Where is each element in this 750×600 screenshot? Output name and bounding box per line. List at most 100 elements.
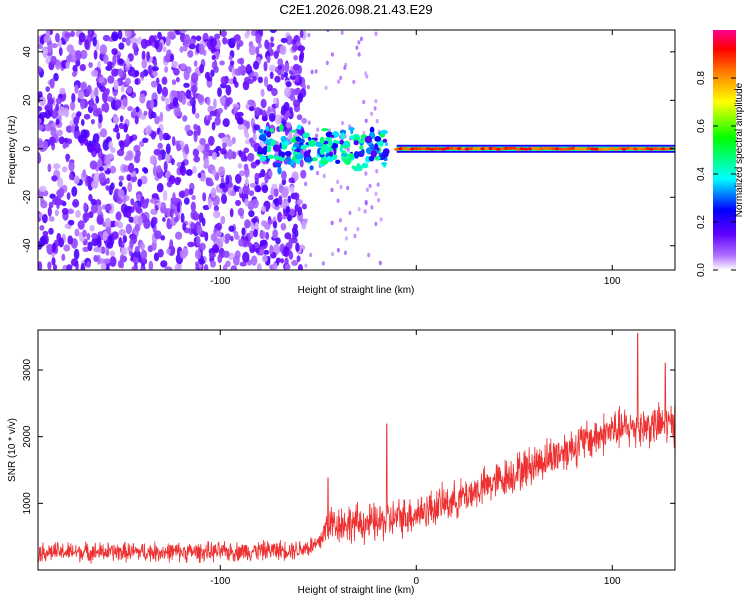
spectrogram-cell [374,191,378,197]
spectrogram-cell [174,176,181,186]
spectrogram-cell [261,115,268,122]
spectrogram-cell [252,75,257,82]
snr-x-tick-label: 0 [413,576,419,587]
spectrogram-cell [108,141,113,150]
spectrogram-cell [74,84,79,94]
spectrogram-cell [135,106,140,113]
spectrogram-cell [364,135,373,144]
spectrogram-cell [284,86,291,98]
spectrogram-cell [148,260,154,270]
spectrogram-cell [641,147,647,151]
spectrogram-cell [128,162,135,173]
spectrogram-cell [137,215,143,226]
spectrogram-cell [100,246,106,254]
spectrogram-cell [292,192,300,200]
spectrogram-cell [80,82,86,91]
spectrogram-cell [157,153,163,161]
spectrogram-cell [114,99,122,109]
spectrogram-cell [194,249,202,260]
spectrogram-cell [230,235,234,242]
spectrogram-cell [64,107,69,118]
spectrogram-cell [344,236,348,241]
spectrogram-cell [216,112,221,119]
spectrogram-cell [296,199,303,205]
spectrogram-cell [90,198,97,206]
spectrogram-cell [215,145,222,152]
spectrogram-cell [330,143,339,149]
spectrogram-y-tick-label: -40 [22,238,33,253]
spectrogram-cell [135,150,141,158]
spectrogram-cell [77,90,85,100]
spectrogram-cell [82,169,87,178]
spectrogram-cell [93,172,101,183]
spectrogram-cell [272,262,278,270]
spectrogram-cell [237,124,245,130]
spectrogram-cell [113,79,119,91]
spectrogram-cell [578,147,584,151]
spectrogram-cell [293,63,300,71]
spectrogram-cell [280,109,286,116]
spectrogram-cell [106,96,114,102]
spectrogram-cell [288,131,293,141]
spectrogram-cell [342,142,350,146]
spectrogram-cell [165,170,171,178]
spectrogram-cell [164,66,169,73]
spectrogram-cell [255,159,261,165]
spectrogram-cell [341,120,344,126]
spectrogram-cell [527,147,533,151]
snr-y-ticks: 1000 2000 3000 [22,358,675,514]
spectrogram-cell [304,218,308,223]
spectrogram-cell [539,147,545,151]
spectrogram-cell [221,193,227,205]
spectrogram-cell [124,30,132,38]
spectrogram-cell [46,102,53,111]
spectrogram-cell [270,139,276,147]
spectrogram-cell [80,98,85,110]
spectrogram-cell [220,30,228,37]
spectrogram-cell [191,194,196,201]
spectrogram-cell [58,237,64,248]
spectrogram-cell [558,147,564,151]
spectrogram-cell [295,159,301,165]
spectrogram-cell [340,132,345,140]
spectrogram-cell [601,147,608,151]
spectrogram-cell [220,83,227,89]
spectrogram-cell [492,146,498,151]
spectrogram-cell [51,242,56,253]
spectrogram-cell [248,45,257,56]
spectrogram-y-tick-label: 20 [22,94,33,106]
spectrogram-cell [65,153,70,163]
spectrogram-cell [503,146,509,151]
spectrogram-cell [297,45,306,52]
spectrogram-cell [307,136,312,141]
spectrogram-cell [183,82,190,88]
spectrogram-cell [316,170,319,176]
spectrogram-cell [161,76,168,85]
spectrogram-cell [365,187,369,192]
spectrogram-cell [89,97,95,109]
spectrogram-cell [172,96,179,107]
spectrogram-cell [291,260,299,266]
spectrogram-cell [284,62,290,73]
spectrogram-cell [165,35,171,47]
spectrogram-cell [57,177,64,188]
spectrogram-cell [562,147,568,151]
spectrogram-cell [266,84,273,92]
spectrogram-cell [65,125,73,133]
spectrogram-cell [198,259,205,265]
spectrogram-cell [241,227,246,236]
spectrogram-cell [382,150,389,158]
spectrogram-cell [150,131,156,140]
spectrogram-cell [293,55,298,61]
spectrogram-cell [269,128,274,133]
spectrogram-cell [273,50,279,60]
spectrogram-cell [125,133,130,144]
spectrogram-cell [106,61,113,67]
spectrogram-cell [183,69,190,81]
spectrogram-cell [232,76,237,85]
spectrogram-cell [278,149,282,157]
spectrogram-cell [273,97,278,105]
spectrogram-cell [139,140,145,148]
spectrogram-cell [127,106,133,112]
spectrogram-cell [339,145,344,153]
